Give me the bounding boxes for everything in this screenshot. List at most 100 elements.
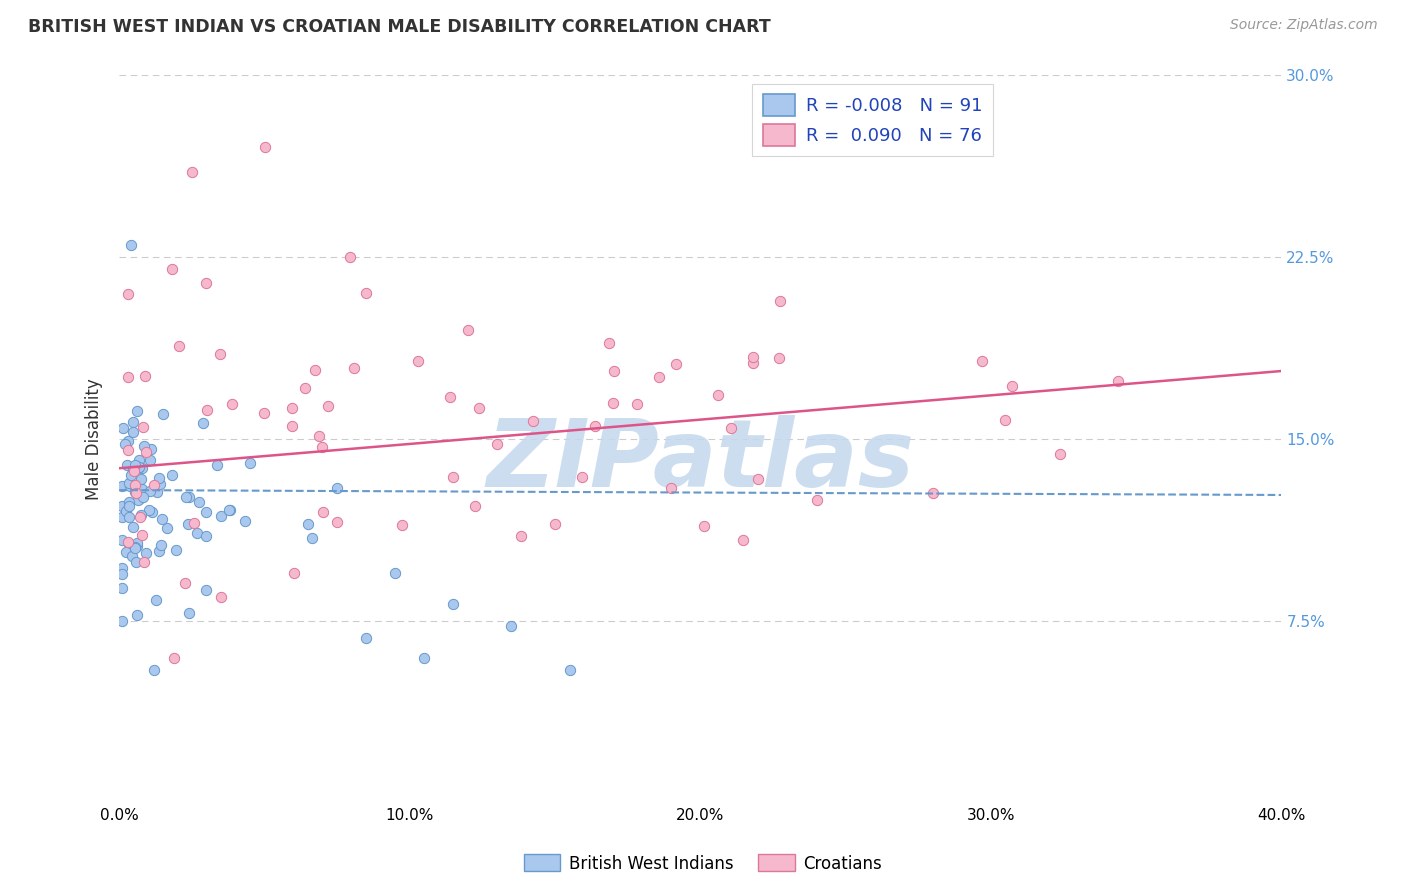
Legend: British West Indians, Croatians: British West Indians, Croatians [517, 847, 889, 880]
Point [117, 370, 139, 384]
Point [124, 458, 146, 472]
Point [115, 458, 138, 473]
Point [152, 407, 174, 421]
Point [720, 421, 742, 435]
Point [131, 528, 153, 542]
Point [124, 541, 146, 556]
Point [125, 486, 148, 500]
Text: Source: ZipAtlas.com: Source: ZipAtlas.com [1230, 18, 1378, 32]
Point [125, 404, 148, 418]
Point [114, 437, 136, 451]
Point [166, 542, 188, 557]
Point [111, 510, 134, 524]
Point [464, 499, 486, 513]
Point [439, 390, 461, 404]
Point [692, 518, 714, 533]
Point [135, 546, 157, 560]
Point [253, 405, 276, 419]
Point [391, 518, 413, 533]
Point [111, 614, 134, 628]
Point [149, 476, 172, 491]
Point [128, 492, 150, 507]
Point [155, 521, 177, 535]
Point [124, 485, 146, 500]
Point [112, 421, 135, 435]
Point [148, 471, 170, 485]
Point [769, 294, 792, 309]
Point [304, 362, 326, 376]
Point [219, 503, 242, 517]
Point [131, 482, 153, 496]
Point [354, 286, 377, 301]
Point [124, 540, 146, 554]
Point [747, 473, 769, 487]
Point [180, 165, 202, 179]
Point [731, 533, 754, 548]
Point [174, 575, 197, 590]
Point [742, 350, 765, 364]
Point [603, 364, 626, 378]
Point [354, 632, 377, 646]
Point [160, 262, 183, 277]
Text: ZIPatlas: ZIPatlas [486, 415, 914, 507]
Point [209, 508, 232, 523]
Point [141, 442, 163, 457]
Point [143, 477, 166, 491]
Point [177, 606, 200, 620]
Point [145, 592, 167, 607]
Point [297, 517, 319, 532]
Point [1001, 379, 1024, 393]
Point [118, 475, 141, 490]
Point [127, 493, 149, 508]
Point [125, 539, 148, 553]
Point [921, 485, 943, 500]
Point [239, 456, 262, 470]
Point [188, 495, 211, 509]
Point [117, 434, 139, 449]
Point [281, 419, 304, 434]
Point [311, 505, 333, 519]
Point [111, 582, 134, 596]
Point [194, 529, 217, 543]
Point [194, 505, 217, 519]
Point [127, 536, 149, 550]
Point [132, 555, 155, 569]
Point [972, 354, 994, 368]
Point [145, 484, 167, 499]
Point [571, 469, 593, 483]
Point [118, 494, 141, 508]
Point [311, 440, 333, 454]
Point [111, 567, 134, 582]
Point [441, 598, 464, 612]
Point [522, 414, 544, 428]
Point [127, 461, 149, 475]
Point [121, 520, 143, 534]
Point [659, 481, 682, 495]
Point [301, 531, 323, 545]
Legend: R = -0.008   N = 91, R =  0.090   N = 76: R = -0.008 N = 91, R = 0.090 N = 76 [752, 84, 994, 156]
Point [406, 353, 429, 368]
Point [485, 437, 508, 451]
Point [111, 478, 134, 492]
Point [308, 428, 330, 442]
Point [111, 499, 134, 513]
Point [768, 351, 790, 365]
Point [118, 537, 141, 551]
Point [602, 395, 624, 409]
Point [125, 555, 148, 569]
Point [177, 490, 200, 504]
Point [233, 514, 256, 528]
Point [413, 650, 436, 665]
Point [128, 452, 150, 467]
Point [384, 566, 406, 580]
Point [148, 544, 170, 558]
Point [598, 336, 620, 351]
Point [441, 470, 464, 484]
Point [134, 368, 156, 383]
Point [665, 357, 688, 371]
Point [131, 460, 153, 475]
Point [339, 250, 361, 264]
Point [132, 439, 155, 453]
Point [121, 549, 143, 563]
Point [221, 397, 243, 411]
